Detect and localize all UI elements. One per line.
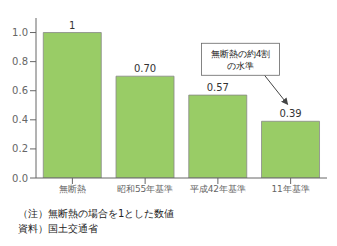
svg-text:0.70: 0.70 [134, 63, 156, 74]
svg-text:昭和55年基準: 昭和55年基準 [117, 184, 173, 194]
svg-text:0.2: 0.2 [12, 143, 28, 154]
svg-text:11年基準: 11年基準 [271, 184, 309, 194]
svg-text:無断熱の約4割の水準: 無断熱の約4割の水準 [211, 49, 271, 71]
html-text:（注）無断熱の場合を1とした数値: （注）無断熱の場合を1とした数値 [18, 208, 175, 219]
svg-text:0.0: 0.0 [12, 173, 28, 184]
html-text:資料）国土交通省: 資料）国土交通省 [18, 223, 98, 234]
svg-text:0.6: 0.6 [12, 85, 28, 96]
svg-text:0.4: 0.4 [12, 114, 28, 125]
svg-text:1.0: 1.0 [12, 27, 28, 38]
svg-text:0.39: 0.39 [279, 108, 301, 119]
svg-text:無断熱: 無断熱 [59, 184, 86, 194]
svg-text:平成42年基準: 平成42年基準 [190, 184, 246, 194]
svg-text:0.57: 0.57 [207, 82, 229, 93]
svg-text:1: 1 [69, 20, 75, 31]
svg-text:0.8: 0.8 [12, 56, 28, 67]
